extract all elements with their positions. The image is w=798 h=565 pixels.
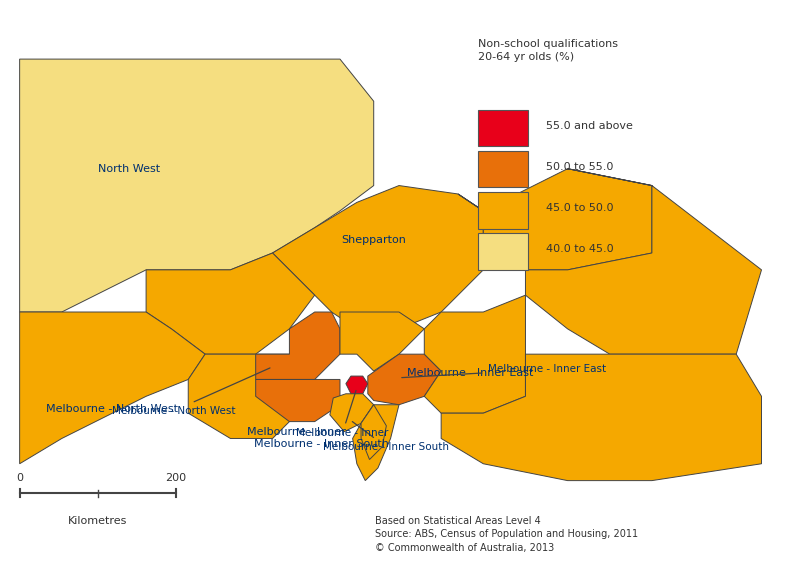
Text: Melbourne - Inner South: Melbourne - Inner South: [254, 440, 389, 449]
Polygon shape: [525, 169, 761, 354]
Text: 0: 0: [16, 473, 23, 483]
Polygon shape: [273, 185, 484, 329]
Text: Melbourne - Inner: Melbourne - Inner: [296, 390, 389, 438]
Text: Kilometres: Kilometres: [68, 516, 128, 526]
Text: Melbourne - Inner: Melbourne - Inner: [247, 427, 346, 437]
Text: Melbourne - Inner South: Melbourne - Inner South: [323, 421, 449, 452]
Polygon shape: [458, 169, 652, 270]
Polygon shape: [441, 354, 761, 481]
Text: Melbourne - North West: Melbourne - North West: [46, 404, 179, 414]
Polygon shape: [255, 380, 340, 421]
Polygon shape: [255, 312, 340, 380]
Polygon shape: [188, 354, 314, 438]
Polygon shape: [353, 405, 399, 481]
Text: Shepparton: Shepparton: [342, 236, 406, 245]
Text: Melbourne - Inner East: Melbourne - Inner East: [408, 368, 534, 378]
Polygon shape: [146, 253, 314, 354]
Text: Melbourne - Inner East: Melbourne - Inner East: [401, 364, 606, 377]
Polygon shape: [20, 312, 205, 464]
Polygon shape: [340, 312, 425, 371]
Polygon shape: [368, 354, 441, 405]
Text: Melbourne - North West: Melbourne - North West: [113, 368, 270, 416]
Text: Based on Statistical Areas Level 4
Source: ABS, Census of Population and Housing: Based on Statistical Areas Level 4 Sourc…: [375, 516, 638, 553]
Polygon shape: [361, 405, 386, 459]
Polygon shape: [346, 376, 368, 394]
Polygon shape: [425, 295, 525, 413]
Text: 200: 200: [165, 473, 186, 483]
Polygon shape: [20, 59, 373, 312]
Text: North West: North West: [98, 164, 160, 173]
Polygon shape: [330, 394, 373, 432]
